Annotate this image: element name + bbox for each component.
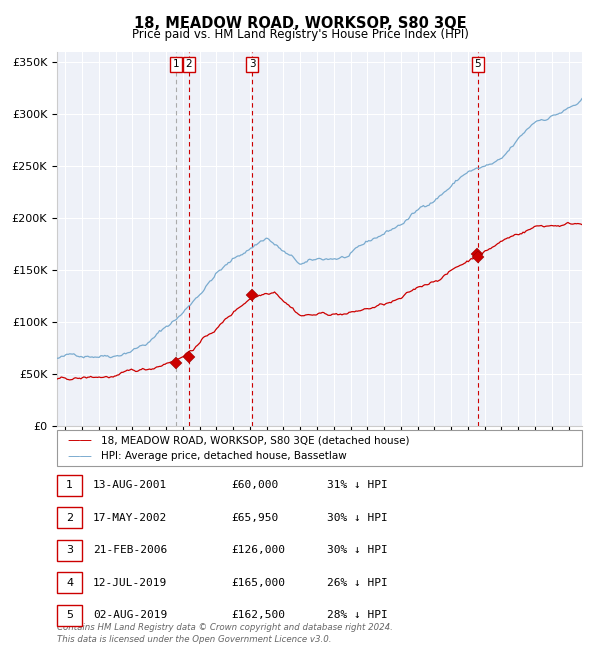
Text: Price paid vs. HM Land Registry's House Price Index (HPI): Price paid vs. HM Land Registry's House … — [131, 28, 469, 41]
Text: £162,500: £162,500 — [231, 610, 285, 620]
Text: 30% ↓ HPI: 30% ↓ HPI — [327, 545, 388, 555]
Text: HPI: Average price, detached house, Bassetlaw: HPI: Average price, detached house, Bass… — [101, 451, 347, 461]
Text: 21-FEB-2006: 21-FEB-2006 — [93, 545, 167, 555]
Text: 30% ↓ HPI: 30% ↓ HPI — [327, 513, 388, 523]
Text: 26% ↓ HPI: 26% ↓ HPI — [327, 578, 388, 588]
Text: 1: 1 — [173, 59, 179, 70]
Text: 5: 5 — [66, 610, 73, 620]
Text: 1: 1 — [66, 480, 73, 490]
Text: 2: 2 — [186, 59, 193, 70]
Text: 12-JUL-2019: 12-JUL-2019 — [93, 578, 167, 588]
Text: This data is licensed under the Open Government Licence v3.0.: This data is licensed under the Open Gov… — [57, 634, 331, 644]
Text: ——: —— — [68, 450, 93, 463]
Text: ——: —— — [68, 434, 93, 447]
Text: £60,000: £60,000 — [231, 480, 278, 490]
Text: 5: 5 — [475, 59, 481, 70]
Text: £65,950: £65,950 — [231, 513, 278, 523]
Text: 18, MEADOW ROAD, WORKSOP, S80 3QE (detached house): 18, MEADOW ROAD, WORKSOP, S80 3QE (detac… — [101, 436, 409, 445]
Text: 18, MEADOW ROAD, WORKSOP, S80 3QE: 18, MEADOW ROAD, WORKSOP, S80 3QE — [134, 16, 466, 31]
Text: 02-AUG-2019: 02-AUG-2019 — [93, 610, 167, 620]
Text: 31% ↓ HPI: 31% ↓ HPI — [327, 480, 388, 490]
Text: £126,000: £126,000 — [231, 545, 285, 555]
Text: 4: 4 — [66, 578, 73, 588]
Text: Contains HM Land Registry data © Crown copyright and database right 2024.: Contains HM Land Registry data © Crown c… — [57, 623, 393, 632]
Text: 2: 2 — [66, 513, 73, 523]
Text: 13-AUG-2001: 13-AUG-2001 — [93, 480, 167, 490]
Text: £165,000: £165,000 — [231, 578, 285, 588]
Text: 28% ↓ HPI: 28% ↓ HPI — [327, 610, 388, 620]
Text: 3: 3 — [66, 545, 73, 555]
Text: 17-MAY-2002: 17-MAY-2002 — [93, 513, 167, 523]
Text: 3: 3 — [249, 59, 256, 70]
